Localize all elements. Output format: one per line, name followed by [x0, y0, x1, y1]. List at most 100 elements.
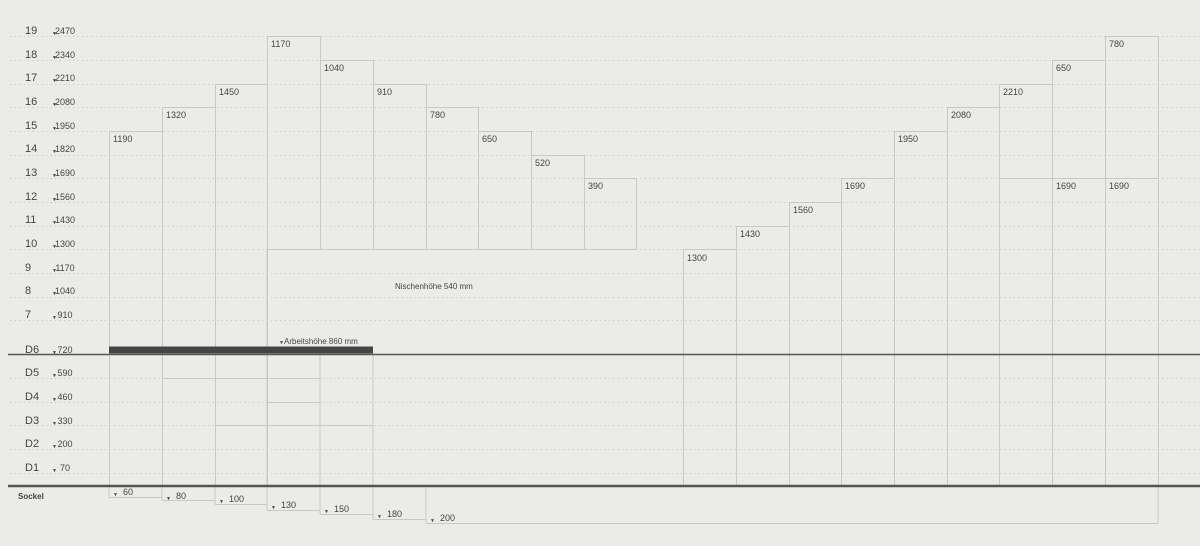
row-marker-icon: ▼ — [52, 291, 57, 297]
cabinet-box — [267, 36, 321, 250]
row-marker-icon: ▼ — [52, 373, 57, 379]
row-level-label: D5 — [25, 367, 39, 379]
cabinet-box — [789, 202, 842, 487]
row-level-label: 18 — [25, 49, 37, 61]
row-marker-icon: ▼ — [52, 197, 57, 203]
sockel-marker-icon: ▼ — [166, 496, 171, 502]
row-level-label: 13 — [25, 167, 37, 179]
cabinet-height-label: 2210 — [1003, 87, 1023, 97]
arbeitshoehe-label: Arbeitshöhe 860 mm — [284, 337, 358, 346]
arbeitshoehe-marker-icon: ▼ — [279, 340, 284, 346]
row-height-value: 1950 — [55, 121, 75, 131]
sockel-group: Sockel ▼ 60 ▼ 80 ▼ 100 ▼ 130 ▼ 150 ▼ 180 ▼ 200 — [18, 487, 455, 524]
row-level-label: 10 — [25, 238, 37, 250]
row-height-value: 460 — [57, 392, 72, 402]
sockel-height-value: 150 — [334, 504, 349, 514]
row-marker-icon: ▼ — [52, 397, 57, 403]
nischenhoehe-label: Nischenhöhe 540 mm — [395, 282, 473, 291]
row-height-value: 1690 — [55, 168, 75, 178]
row-level-label: 8 — [25, 285, 31, 297]
row-height-value: 1170 — [55, 263, 74, 273]
row-level-label: 16 — [25, 96, 37, 108]
cabinet-height-label: 1190 — [113, 134, 132, 144]
row-level-label: D1 — [25, 462, 39, 474]
row-level-label: 19 — [25, 25, 37, 37]
cabinet-box — [373, 84, 427, 250]
sockel-height-value: 80 — [176, 491, 186, 501]
cabinet-height-label: 1040 — [324, 63, 344, 73]
cabinet-height-label: 1560 — [793, 205, 813, 215]
cabinet-height-label: 1690 — [1109, 181, 1129, 191]
row-marker-icon: ▼ — [52, 268, 57, 274]
row-marker-icon: ▼ — [52, 102, 57, 108]
row-height-value: 200 — [57, 439, 72, 449]
row-marker-icon: ▼ — [52, 421, 57, 427]
cabinet-height-label: 1690 — [1056, 181, 1076, 191]
cabinet-height-label: 650 — [1056, 63, 1071, 73]
cabinet-height-label: 1950 — [898, 134, 918, 144]
cabinet-box — [841, 178, 895, 487]
row-marker-icon: ▼ — [52, 315, 57, 321]
row-height-value: 1040 — [55, 286, 75, 296]
row-marker-icon: ▼ — [52, 126, 57, 132]
cabinet-height-label: 780 — [1109, 39, 1124, 49]
row-marker-icon: ▼ — [52, 31, 57, 37]
cabinet-height-label: 1450 — [219, 87, 239, 97]
cabinet-box — [478, 131, 532, 250]
sockel-height-value: 200 — [440, 513, 455, 523]
sockel-marker-icon: ▼ — [430, 518, 435, 524]
row-height-value: 720 — [57, 345, 72, 355]
row-level-label: 14 — [25, 143, 37, 155]
row-marker-icon: ▼ — [52, 149, 57, 155]
sockel-marker-icon: ▼ — [219, 499, 224, 505]
row-height-value: 910 — [57, 310, 72, 320]
worktop-bar — [109, 346, 373, 354]
row-level-label: D4 — [25, 391, 39, 403]
cabinet-box — [1052, 60, 1106, 487]
row-level-label: 12 — [25, 191, 37, 203]
cabinet-box — [1105, 36, 1159, 487]
cabinet-box — [683, 249, 737, 487]
row-height-value: 2210 — [55, 73, 75, 83]
row-level-label: D3 — [25, 415, 39, 427]
row-level-label: 17 — [25, 72, 37, 84]
row-height-value: 2340 — [55, 50, 75, 60]
row-level-label: D2 — [25, 438, 39, 450]
row-level-label: 9 — [25, 262, 31, 274]
row-level-label: 11 — [25, 214, 36, 226]
cabinet-box — [320, 60, 374, 250]
sockel-marker-icon: ▼ — [271, 505, 276, 511]
row-level-label: 15 — [25, 120, 37, 132]
sockel-marker-icon: ▼ — [113, 492, 118, 498]
row-height-value: 70 — [60, 463, 70, 473]
sockel-marker-icon: ▼ — [377, 514, 382, 520]
cabinet-height-label: 1430 — [740, 229, 760, 239]
row-marker-icon: ▼ — [52, 468, 57, 474]
row-marker-icon: ▼ — [52, 350, 57, 356]
cabinet-box — [584, 178, 637, 250]
sockel-marker-icon: ▼ — [324, 509, 329, 515]
cabinet-box — [109, 131, 163, 487]
row-height-value: 590 — [57, 368, 72, 378]
row-height-value: 1300 — [55, 239, 75, 249]
cabinet-height-label: 910 — [377, 87, 392, 97]
sockel-label: Sockel — [18, 492, 44, 501]
cabinet-box — [947, 107, 1000, 487]
heavy-lines — [8, 346, 1200, 488]
row-height-value: 2080 — [55, 97, 75, 107]
sockel-height-value: 60 — [123, 487, 133, 497]
row-marker-icon: ▼ — [52, 55, 57, 61]
cabinet-height-label: 2080 — [951, 110, 971, 120]
row-marker-icon: ▼ — [52, 244, 57, 250]
cabinet-box — [162, 107, 216, 487]
row-marker-icon: ▼ — [52, 220, 57, 226]
cabinet-height-label: 1300 — [687, 253, 707, 263]
cabinet-height-label: 390 — [588, 181, 603, 191]
row-marker-icon: ▼ — [52, 173, 57, 179]
cabinet-height-label: 780 — [430, 110, 445, 120]
row-height-value: 2470 — [55, 26, 75, 36]
cabinet-box — [215, 84, 268, 487]
row-height-value: 1560 — [55, 192, 75, 202]
